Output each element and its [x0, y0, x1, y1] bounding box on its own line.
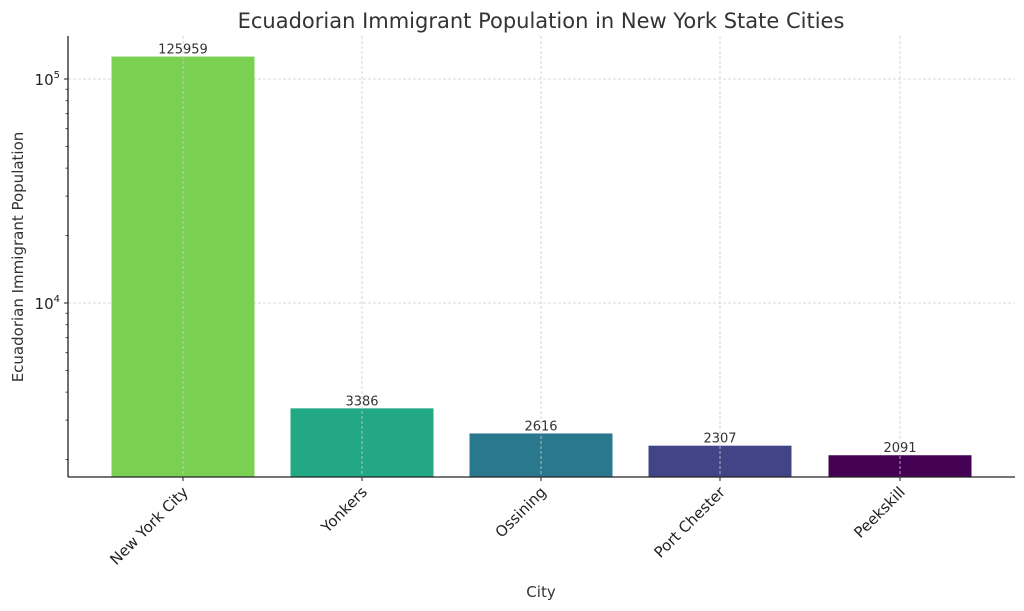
x-tick-label: Yonkers — [317, 483, 371, 537]
bar-value-label: 2307 — [703, 432, 736, 447]
chart-title: Ecuadorian Immigrant Population in New Y… — [238, 9, 845, 33]
x-axis-label: City — [526, 583, 556, 601]
x-tick-label: New York City — [106, 483, 192, 569]
y-axis-ticks: 104 105 — [35, 70, 68, 460]
bar — [469, 433, 613, 477]
x-tick-label: Port Chester — [650, 483, 729, 562]
y-tick-label: 105 — [35, 70, 60, 89]
bar-value-label: 125959 — [158, 43, 208, 58]
x-axis-ticks: New York City Yonkers Ossining Port Chester… — [106, 477, 909, 569]
y-tick-label: 104 — [35, 294, 60, 313]
x-tick-label: Ossining — [492, 483, 550, 541]
x-tick-label: Peekskill — [850, 483, 908, 541]
y-axis-label: Ecuadorian Immigrant Population — [9, 132, 27, 383]
